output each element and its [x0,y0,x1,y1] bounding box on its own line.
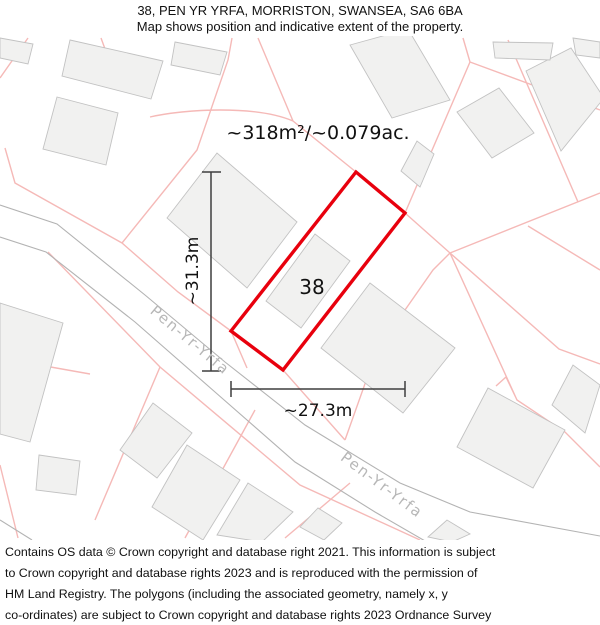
map-canvas: Pen-Yr-Yrfa Pen-Yr-Yrfa ~318m²/~0.079ac.… [0,28,600,540]
map-header: 38, PEN YR YRFA, MORRISTON, SWANSEA, SA6… [0,0,600,36]
building [400,140,435,188]
property-outline [228,169,408,373]
building [0,302,64,443]
road-label-2: Pen-Yr-Yrfa [337,448,426,522]
height-dimension-line [202,171,221,372]
buildings-stroke-group [0,28,600,540]
road-corner-bottom-left [0,519,33,540]
building [166,152,298,289]
building [35,454,81,496]
building [456,87,535,159]
plot-number-label: 38 [299,275,324,299]
building [572,37,600,59]
building [320,282,456,414]
building [525,47,600,152]
road-edge-southeast [0,236,425,540]
map-text-labels: ~318m²/~0.079ac. 38 ~31.3m ~27.3m [183,122,410,421]
building [151,444,241,540]
building [349,28,451,119]
property-address-title: 38, PEN YR YRFA, MORRISTON, SWANSEA, SA6… [137,3,463,18]
width-dimension-line [230,381,406,397]
building [299,507,343,540]
building [492,41,554,61]
building [61,39,164,100]
buildings [0,28,600,540]
building-plot-38-house [265,233,351,329]
copyright-line: HM Land Registry. The polygons (includin… [5,586,448,601]
building [427,519,471,540]
road-edges [0,204,600,540]
height-dimension-label: ~31.3m [183,237,203,306]
map-description-subtitle: Map shows position and indicative extent… [136,19,464,34]
building [170,41,228,76]
copyright-line: Contains OS data © Crown copyright and d… [5,545,496,559]
road-edge-northwest [0,204,600,537]
building [216,482,294,540]
building [42,96,119,166]
copyright-line: to Crown copyright and database rights 2… [5,565,478,580]
copyright-footer: Contains OS data © Crown copyright and d… [0,540,600,625]
building [456,387,566,489]
area-label: ~318m²/~0.079ac. [226,122,409,144]
dimension-lines [202,171,406,397]
building [0,37,34,65]
width-dimension-label: ~27.3m [284,401,353,421]
copyright-line: co-ordinates) are subject to Crown copyr… [5,607,492,622]
building [119,402,193,479]
building [551,364,600,434]
